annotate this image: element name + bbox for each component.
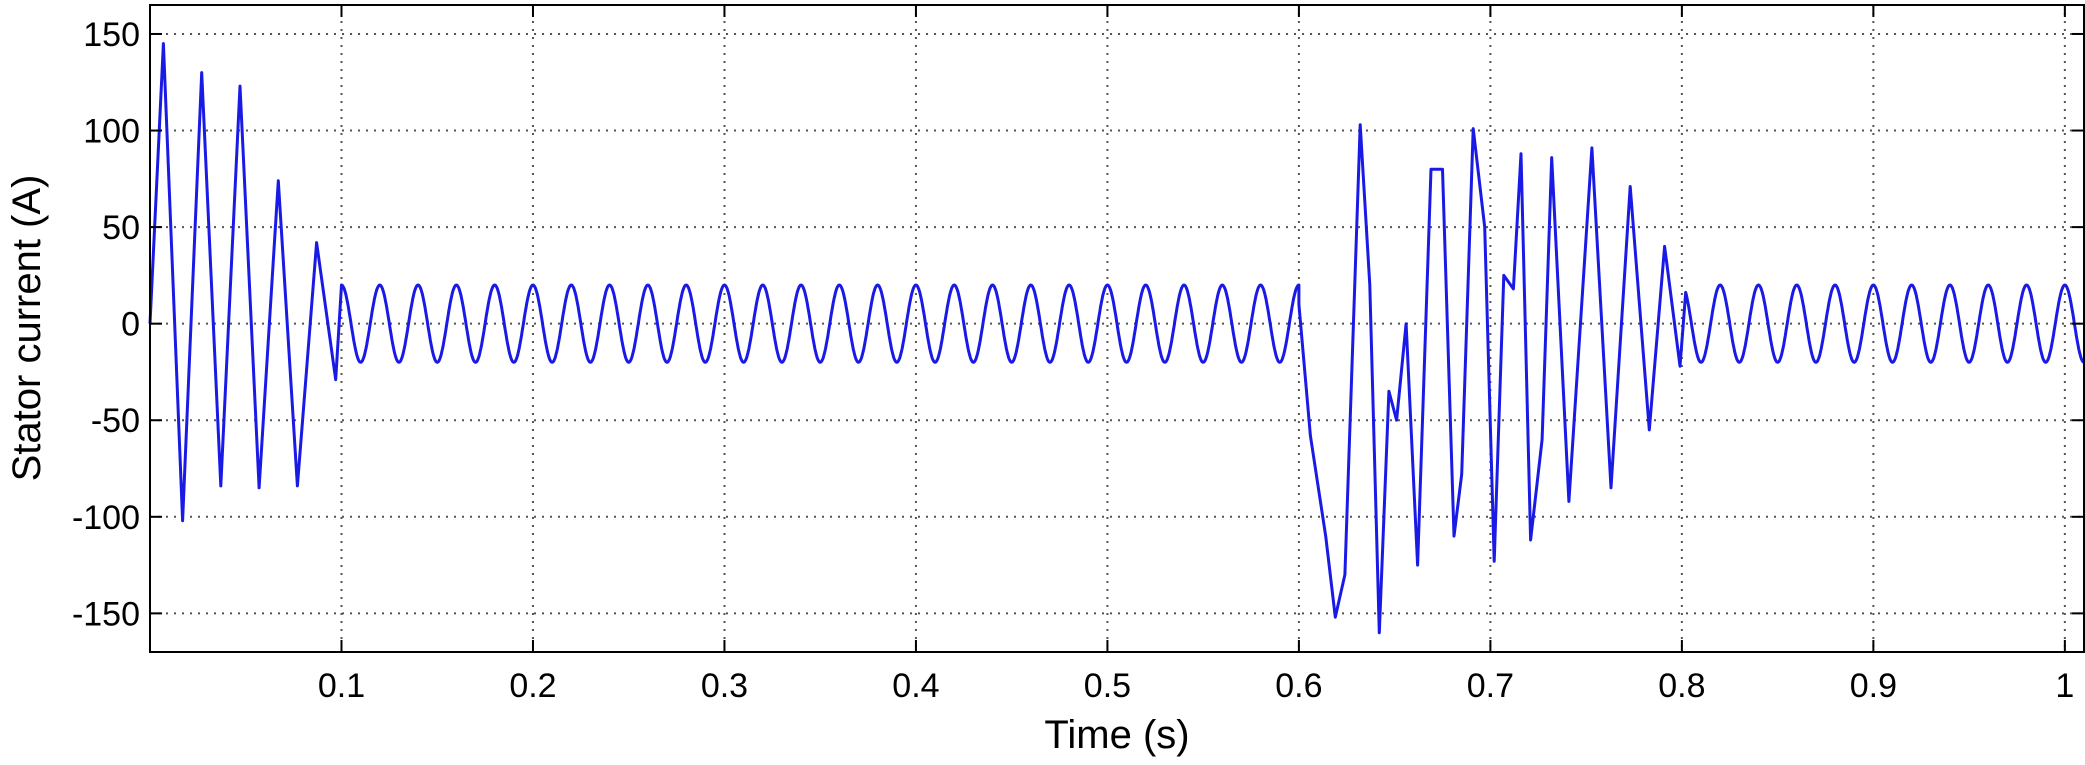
y-tick-label: -150 (72, 595, 140, 633)
x-tick-label: 0.9 (1850, 667, 1897, 705)
plot-frame (149, 4, 2085, 653)
x-tick-labels: 0.1 0.2 0.3 0.4 0.5 0.6 0.7 0.8 0.9 1 (318, 667, 2074, 705)
x-tick-label: 0.5 (1084, 667, 1131, 705)
x-tick-label: 0.1 (318, 667, 365, 705)
y-tick-label: -50 (91, 402, 140, 440)
y-tick-labels: 150 100 50 0 -50 -100 -150 (72, 16, 140, 633)
x-tick-label: 0.6 (1275, 667, 1322, 705)
x-axis-label: Time (s) (1044, 713, 1189, 757)
x-tick-label: 0.8 (1658, 667, 1705, 705)
x-tick-label: 0.3 (701, 667, 748, 705)
x-tick-label: 0.2 (509, 667, 556, 705)
y-tick-label: -100 (72, 499, 140, 537)
x-tick-label: 0.7 (1467, 667, 1514, 705)
y-tick-label: 50 (102, 209, 140, 247)
data-series (148, 42, 2085, 635)
y-tick-label: 150 (83, 16, 140, 54)
tick-marks (150, 5, 2084, 652)
x-tick-label: 0.4 (892, 667, 939, 705)
y-tick-label: 0 (121, 306, 140, 344)
x-tick-label: 1 (2055, 667, 2074, 705)
y-tick-label: 100 (83, 113, 140, 151)
y-axis-label: Stator current (A) (5, 175, 49, 482)
stator-current-line (148, 42, 2085, 635)
